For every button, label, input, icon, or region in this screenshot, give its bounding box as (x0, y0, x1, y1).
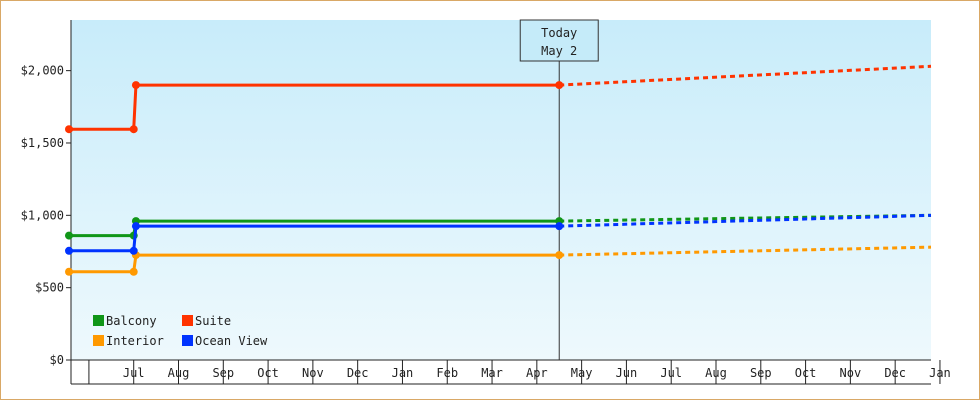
x-tick-label: Oct (257, 366, 279, 380)
x-tick-label: Mar (481, 366, 503, 380)
x-tick-label: Aug (705, 366, 727, 380)
data-point-ocean-view (131, 222, 140, 231)
x-tick-label: Dec (884, 366, 906, 380)
legend-swatch-balcony (93, 315, 104, 326)
legend-swatch-interior (93, 335, 104, 346)
data-point-ocean-view (129, 246, 138, 255)
data-point-interior (65, 267, 73, 276)
legend-label-balcony: Balcony (106, 314, 157, 328)
forecast-line-ocean-view (559, 213, 932, 228)
x-tick-label: Oct (795, 366, 817, 380)
forecast-line-interior (559, 245, 932, 257)
x-tick-label: Apr (526, 366, 548, 380)
y-tick-label: $500 (35, 281, 64, 295)
x-tick-label: Jul (123, 366, 145, 380)
x-tick-label: Aug (168, 366, 190, 380)
today-date: May 2 (541, 44, 577, 58)
today-label: Today (541, 26, 577, 40)
x-tick-label: Dec (347, 366, 369, 380)
series-line-suite (69, 83, 560, 131)
x-tick-label: Sep (212, 366, 234, 380)
x-tick-label: Nov (302, 366, 324, 380)
x-tick-label: Jan (392, 366, 414, 380)
data-point-suite (131, 81, 140, 90)
legend-swatch-ocean-view (182, 335, 193, 346)
x-tick-label: Jul (660, 366, 682, 380)
today-box (519, 19, 599, 62)
series-line-interior (69, 253, 560, 274)
plot-background (71, 20, 931, 360)
data-point-balcony (65, 231, 73, 240)
legend-swatch-suite (182, 315, 193, 326)
data-point-interior (129, 267, 138, 276)
x-tick-label: Feb (436, 366, 458, 380)
x-tick-label: Jun (616, 366, 638, 380)
forecast-line-suite (559, 64, 932, 87)
y-tick-label: $1,000 (21, 208, 64, 222)
y-tick-label: $2,000 (21, 64, 64, 78)
x-tick-label: May (571, 366, 593, 380)
data-point-suite (65, 125, 73, 134)
x-tick-label: Sep (750, 366, 772, 380)
y-tick-label: $1,500 (21, 136, 64, 150)
legend-label-interior: Interior (106, 334, 164, 348)
data-point-suite (129, 125, 138, 134)
x-tick-label: Jan (929, 366, 951, 380)
legend-label-ocean-view: Ocean View (195, 334, 268, 348)
x-tick-label: Nov (840, 366, 862, 380)
data-point-ocean-view (65, 246, 73, 255)
legend-label-suite: Suite (195, 314, 231, 328)
series-line-ocean-view (69, 224, 560, 253)
y-tick-label: $0 (50, 353, 64, 367)
